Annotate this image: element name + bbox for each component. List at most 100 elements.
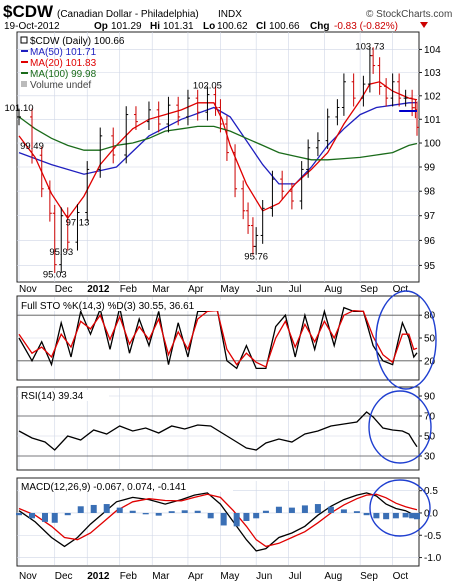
price-legend: $CDW (Daily) 100.66 MA(50) 101.71 MA(20)… <box>20 36 125 91</box>
price-extreme-label: 95.76 <box>244 251 268 262</box>
price-tick-label: 95 <box>424 261 436 272</box>
low-value: 100.62 <box>217 21 248 32</box>
watermark: © StockCharts.com <box>366 9 452 20</box>
close-label: Cl <box>256 21 266 32</box>
price-tick-label: 103 <box>424 68 441 79</box>
macd-histogram-bar <box>288 507 295 513</box>
open-label: Op <box>94 21 108 32</box>
x-axis-lower: Nov Dec 2012 Feb Mar Apr May Jun Jul Aug Sep Oct <box>19 571 408 582</box>
indicator-tick-label: -0.5 <box>424 531 442 542</box>
price-tick-label: 102 <box>424 91 441 102</box>
macd-histogram-bar <box>41 512 48 522</box>
macd-histogram-bar <box>103 504 110 513</box>
symbol-description: (Canadian Dollar - Philadelphia) <box>57 9 199 20</box>
price-tick-label: 101 <box>424 115 441 126</box>
x-axis-upper-label: 2012 <box>87 284 110 295</box>
macd-histogram-bar <box>181 510 188 513</box>
macd-histogram-bar <box>392 512 399 519</box>
rsi-title: RSI(14) 39.34 <box>21 391 84 402</box>
price-bars: 101.10 99.49 95.03 95.93 97.13 102.05 95.76 103… <box>4 42 419 281</box>
ma20-line <box>18 81 418 220</box>
macd-histogram-bar <box>194 510 201 513</box>
macd-histogram-bar <box>155 512 162 516</box>
macd-histogram-bar <box>220 512 227 526</box>
rsi-title-bg <box>19 390 109 401</box>
x-axis-upper-label: Apr <box>188 284 204 295</box>
macd-histogram-bar <box>142 512 149 515</box>
price-extreme-label: 102.05 <box>193 81 222 92</box>
macd-title-bg <box>19 481 233 492</box>
x-axis-upper-label: Jul <box>289 284 302 295</box>
macd-histogram-bar <box>383 512 390 520</box>
price-extreme-label: 95.93 <box>49 247 73 258</box>
price-tick-label: 99 <box>424 163 436 174</box>
moving-averages <box>18 81 418 220</box>
price-extreme-label: 97.13 <box>66 218 90 229</box>
x-axis-upper-label: Mar <box>152 284 170 295</box>
x-axis-lower-label: Aug <box>324 571 342 582</box>
ma100-line <box>18 116 418 161</box>
ma50-line <box>18 101 418 185</box>
exchange-label: INDX <box>218 9 242 20</box>
legend-ma20: MA(20) 101.83 <box>30 58 97 69</box>
x-axis-upper-label: Dec <box>55 284 73 295</box>
high-value: 101.31 <box>163 21 194 32</box>
macd-histogram-bar <box>414 512 420 520</box>
x-axis-lower-label: 2012 <box>87 571 110 582</box>
macd-histogram-bar <box>262 510 269 513</box>
macd-histogram-bar <box>90 504 97 513</box>
stochastic-title-bg <box>19 300 245 311</box>
legend-ma100: MA(100) 99.98 <box>30 69 97 80</box>
legend-swatch-volume <box>21 81 27 87</box>
x-axis-lower-label: Nov <box>19 571 37 582</box>
symbol-title: $CDW <box>3 2 54 21</box>
indicator-tick-label: 80 <box>424 311 436 322</box>
macd-histogram-bar <box>129 510 136 513</box>
x-axis-upper-label: Aug <box>324 284 342 295</box>
stochastic-title: Full STO %K(14,3) %D(3) 30.55, 36.61 <box>21 301 195 312</box>
x-axis-lower-label: Apr <box>188 571 204 582</box>
x-axis-lower-label: Jul <box>289 571 302 582</box>
indicator-tick-label: 90 <box>424 392 436 403</box>
x-axis-lower-label: Mar <box>152 571 170 582</box>
macd-histogram-bar <box>168 511 175 513</box>
annotation-ellipse-stochastic <box>375 290 437 390</box>
indicator-tick-label: 50 <box>424 334 436 345</box>
price-tick-label: 104 <box>424 45 441 56</box>
macd-histogram-bar <box>233 512 240 527</box>
price-tick-label: 96 <box>424 236 436 247</box>
legend-ma50: MA(50) 101.71 <box>30 47 97 58</box>
price-extreme-label: 103.73 <box>355 42 384 53</box>
annotation-ellipse-macd <box>369 479 431 537</box>
legend-volume: Volume undef <box>30 80 91 91</box>
x-axis-upper-label: Sep <box>360 284 378 295</box>
x-axis-upper: Nov Dec 2012 Feb Mar Apr May Jun Jul Aug Sep Oct <box>19 284 408 295</box>
indicator-tick-label: -1.0 <box>424 553 442 564</box>
rsi-panel-series-0 <box>18 411 418 451</box>
x-axis-lower-label: Jun <box>256 571 272 582</box>
macd-histogram-bar <box>340 509 347 513</box>
x-axis-upper-label: Jun <box>256 284 272 295</box>
x-axis-lower-label: Dec <box>55 571 73 582</box>
macd-histogram-bar <box>16 512 22 516</box>
indicator-tick-label: 30 <box>424 452 436 463</box>
change-value: -0.83 (-0.82%) <box>334 21 398 32</box>
x-axis-upper-label: Feb <box>120 284 138 295</box>
x-axis-lower-label: May <box>220 571 239 582</box>
change-label: Chg <box>310 21 329 32</box>
macd-histogram-bar <box>301 505 308 513</box>
stochastic-panel-series-1 <box>18 309 418 368</box>
x-axis-lower-label: Sep <box>360 571 378 582</box>
price-tick-label: 100 <box>424 139 441 150</box>
price-y-axis: 95 96 97 98 99 100 101 102 103 104 <box>419 45 441 272</box>
x-axis-upper-label: Oct <box>393 284 409 295</box>
open-value: 101.29 <box>111 21 142 32</box>
macd-histogram-bar <box>207 512 214 519</box>
x-axis-lower-label: Feb <box>120 571 138 582</box>
price-tick-label: 98 <box>424 187 436 198</box>
macd-histogram-bar <box>64 512 71 516</box>
macd-histogram-bar <box>253 512 260 519</box>
indicator-tick-label: 0.0 <box>424 508 438 519</box>
macd-histogram-bar <box>77 506 84 513</box>
